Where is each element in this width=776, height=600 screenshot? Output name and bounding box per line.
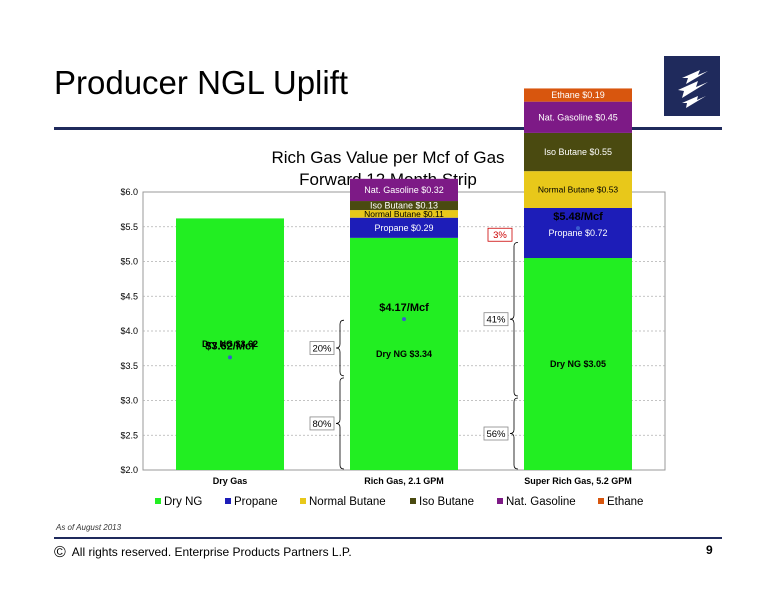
footer-text: © All rights reserved. Enterprise Product… (54, 544, 352, 562)
y-tick-label: $5.5 (120, 222, 138, 232)
annotation-label: 80% (312, 419, 332, 430)
legend-swatch (225, 498, 231, 504)
bar-segment (350, 237, 458, 470)
segment-label: Nat. Gasoline $0.32 (364, 185, 444, 195)
bar-segment (524, 88, 632, 102)
annotation-box (483, 312, 509, 327)
brace (509, 241, 519, 397)
brace (335, 377, 345, 470)
segment-label: Ethane $0.19 (551, 90, 605, 100)
brace (509, 397, 519, 470)
bar-segment (350, 210, 458, 218)
legend-swatch (155, 498, 161, 504)
copyright-icon: © (54, 544, 66, 561)
bar-segment (524, 171, 632, 208)
as-of-note: As of August 2013 (56, 523, 122, 532)
segment-label: Dry NG $3.62 (202, 339, 258, 349)
segment-label: Normal Butane $0.53 (538, 185, 619, 195)
bar-segment (524, 258, 632, 470)
total-marker (228, 355, 232, 360)
annotation-box (483, 426, 509, 441)
total-label: $4.17/Mcf (379, 302, 429, 314)
annotation-box (309, 416, 335, 431)
footer-rights: All rights reserved. Enterprise Products… (71, 545, 352, 559)
company-logo (664, 56, 720, 116)
lightning-bolt-icon (678, 70, 708, 108)
bar-segment (350, 178, 458, 202)
annotation-label: 20% (312, 344, 332, 355)
bar-segment (350, 201, 458, 211)
legend-label: Nat. Gasoline (506, 496, 576, 508)
y-tick-label: $5.0 (120, 257, 138, 267)
bar-segment (350, 217, 458, 238)
segment-label: Propane $0.72 (548, 228, 607, 238)
annotation-label: 3% (493, 230, 507, 241)
page-number: 9 (706, 543, 713, 557)
y-tick-label: $3.5 (120, 361, 138, 371)
total-marker (576, 226, 580, 231)
annotation-label: 41% (486, 315, 506, 326)
page-title: Producer NGL Uplift (54, 64, 349, 101)
total-marker (402, 317, 406, 322)
chart-title: Rich Gas Value per Mcf of Gas (271, 148, 504, 167)
legend-label: Iso Butane (419, 496, 474, 508)
segment-label: Dry NG $3.34 (376, 349, 432, 359)
legend-label: Ethane (607, 496, 643, 508)
y-tick-label: $2.0 (120, 465, 138, 475)
brace (335, 319, 345, 377)
y-tick-label: $4.5 (120, 291, 138, 301)
header-divider (54, 127, 722, 130)
segment-label: Dry NG $3.05 (550, 359, 606, 369)
bar-segment (524, 132, 632, 172)
bar-segment (176, 218, 284, 470)
annotation-box (487, 227, 513, 242)
segment-label: Iso Butane $0.55 (544, 147, 612, 157)
total-label: $5.48/Mcf (553, 211, 603, 223)
segment-label: Nat. Gasoline $0.45 (538, 112, 618, 122)
y-tick-label: $2.5 (120, 430, 138, 440)
legend-label: Normal Butane (309, 496, 386, 508)
segment-label: Normal Butane $0.11 (364, 209, 444, 219)
x-tick-label: Dry Gas (213, 476, 248, 486)
footer-divider (54, 537, 722, 539)
bar-segment (524, 101, 632, 133)
segment-label: Iso Butane $0.13 (370, 201, 438, 211)
legend-swatch (300, 498, 306, 504)
legend-swatch (598, 498, 604, 504)
annotation-box (309, 341, 335, 355)
legend-swatch (410, 498, 416, 504)
legend-label: Propane (234, 496, 277, 508)
y-tick-label: $3.0 (120, 396, 138, 406)
legend-swatch (497, 498, 503, 504)
bar-segment (524, 207, 632, 259)
x-tick-label: Rich Gas, 2.1 GPM (364, 476, 444, 486)
annotation-label: 56% (486, 429, 506, 440)
y-tick-label: $6.0 (120, 187, 138, 197)
segment-label: Propane $0.29 (374, 223, 433, 233)
x-tick-label: Super Rich Gas, 5.2 GPM (524, 476, 632, 486)
y-tick-label: $4.0 (120, 326, 138, 336)
total-label: $3.62/Mcf (205, 340, 255, 352)
legend-label: Dry NG (164, 496, 202, 508)
